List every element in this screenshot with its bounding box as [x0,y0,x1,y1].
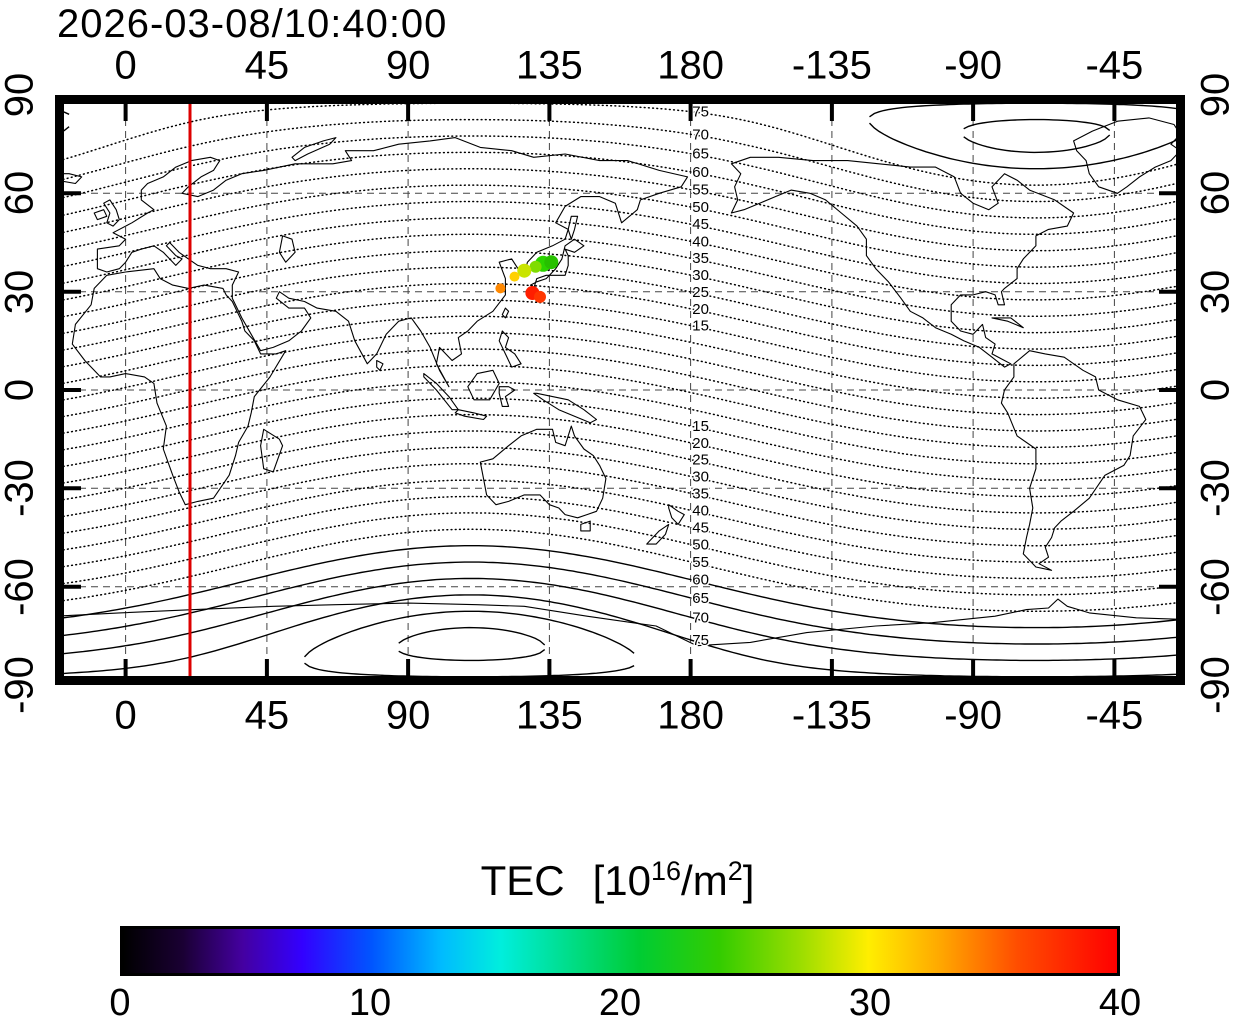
bottom-lon-label--45: -45 [1085,693,1144,738]
svg-text:30: 30 [692,468,709,485]
bottom-lon-label--90: -90 [944,693,1003,738]
svg-text:20: 20 [692,301,709,318]
colorbar-title: TEC [1016/m2] [0,856,1235,905]
contour-value-labels: 7570656055504540353025201515202530354045… [691,102,711,650]
colorbar-unit-close: ] [742,857,755,904]
svg-text:50: 50 [692,199,709,216]
svg-text:35: 35 [692,485,709,502]
colorbar-tick-0: 0 [109,982,131,1021]
right-lat-label--60: -60 [1193,557,1235,616]
bottom-lon-label-135: 135 [516,693,583,738]
right-lat-label--90: -90 [1193,656,1235,714]
timestamp-title: 2026-03-08/10:40:00 [57,2,448,46]
bottom-lon-label-0: 0 [114,693,137,738]
plot-frame [55,95,1185,685]
left-lat-label-30: 30 [0,269,42,314]
svg-text:55: 55 [692,554,709,571]
right-lat-label-90: 90 [1193,72,1235,118]
top-lon-label--135: -135 [791,43,872,88]
world-map-plot: 7570656055504540353025201515202530354045… [55,95,1185,685]
svg-text:65: 65 [692,146,709,163]
svg-text:35: 35 [692,250,709,267]
left-lat-label--90: -90 [0,656,42,714]
svg-text:15: 15 [692,318,709,335]
svg-text:65: 65 [692,590,709,607]
svg-text:75: 75 [692,632,709,649]
svg-text:70: 70 [692,609,709,626]
colorbar-unit-exponent: 16 [650,856,682,886]
grid-lines [55,95,1185,685]
top-lon-label-135: 135 [516,43,583,88]
right-lat-label-30: 30 [1193,269,1235,314]
colorbar-unit-exponent-2: 2 [727,856,743,886]
svg-text:15: 15 [692,418,709,435]
svg-text:45: 45 [692,519,709,536]
top-lon-label-90: 90 [385,43,431,88]
top-lon-label--45: -45 [1085,43,1144,88]
left-lat-label--60: -60 [0,557,42,616]
top-lon-label-0: 0 [114,43,137,88]
svg-text:55: 55 [692,182,709,199]
coastlines [55,117,1185,685]
colorbar-tick-10: 10 [348,982,392,1021]
bottom-lon-label-90: 90 [385,693,431,738]
bottom-lon-label-45: 45 [244,693,290,738]
svg-text:40: 40 [692,502,709,519]
svg-text:25: 25 [692,452,709,469]
top-lon-label-45: 45 [244,43,290,88]
svg-text:60: 60 [692,164,709,181]
left-lat-label-90: 90 [0,72,42,118]
tec-colorbar [120,926,1120,976]
svg-text:60: 60 [692,572,709,589]
svg-text:50: 50 [692,537,709,554]
colorbar-tick-20: 20 [598,982,642,1021]
svg-text:45: 45 [692,216,709,233]
bottom-lon-label--135: -135 [791,693,872,738]
bottom-lon-label-180: 180 [657,693,724,738]
svg-text:30: 30 [692,267,709,284]
tec-observation-dots [495,255,559,303]
colorbar-title-text: TEC [480,857,565,904]
svg-text:75: 75 [692,104,709,121]
colorbar-unit-open: [10 [592,857,651,904]
left-lat-label-60: 60 [0,171,42,216]
svg-text:25: 25 [692,284,709,301]
colorbar-tick-40: 40 [1098,982,1142,1021]
svg-text:70: 70 [692,126,709,143]
right-lat-label--30: -30 [1193,459,1235,518]
top-lon-label-180: 180 [657,43,724,88]
left-lat-label-0: 0 [0,378,42,402]
right-lat-label-0: 0 [1193,378,1235,402]
colorbar-tick-30: 30 [848,982,892,1021]
colorbar-unit-mid: /m [681,857,728,904]
svg-text:40: 40 [692,233,709,250]
svg-text:20: 20 [692,435,709,452]
left-lat-label--30: -30 [0,459,42,518]
right-lat-label-60: 60 [1193,171,1235,216]
top-lon-label--90: -90 [944,43,1003,88]
